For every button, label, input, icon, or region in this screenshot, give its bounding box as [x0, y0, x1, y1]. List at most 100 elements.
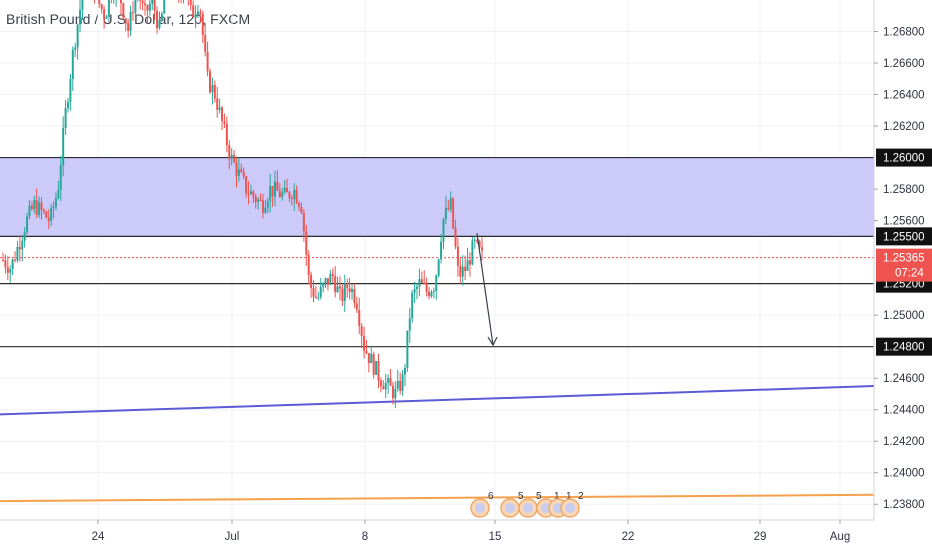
candle-body	[21, 240, 24, 250]
candle-body	[406, 330, 409, 368]
candle-body	[278, 190, 281, 198]
candle-body	[343, 283, 346, 302]
last-price-box	[876, 248, 932, 282]
y-tick-label: 1.24000	[883, 468, 925, 480]
price-label: 1.24800	[883, 342, 925, 354]
candle-body	[163, 0, 166, 14]
x-tick-label: 22	[622, 531, 635, 543]
candle-body	[139, 0, 142, 1]
candle-body	[338, 286, 341, 289]
candle-body	[425, 283, 428, 292]
orange-trendline[interactable]	[0, 493, 875, 503]
candle-body	[225, 123, 228, 146]
purple-trendline[interactable]	[0, 385, 875, 416]
candle-body	[204, 34, 207, 52]
candle-body	[192, 5, 195, 18]
candle-body	[310, 274, 313, 289]
y-tick-label: 1.26400	[883, 90, 925, 102]
candle-body	[103, 9, 106, 19]
arrow-line[interactable]	[476, 233, 494, 346]
candle-body	[418, 279, 421, 287]
candle-body	[331, 273, 334, 276]
candle-body	[329, 273, 332, 285]
price-axis: 1.26800 1.26600 1.26400 1.26200 1.25800 1.256…	[874, 27, 925, 511]
candle-body	[131, 12, 134, 14]
candle-body	[211, 85, 214, 93]
candle-body	[153, 0, 156, 11]
candle-body	[351, 288, 354, 293]
candle-body	[437, 259, 440, 276]
candle-body	[300, 206, 303, 213]
candle-body	[363, 335, 366, 351]
flag-icon	[565, 503, 575, 513]
candle-body	[40, 202, 43, 211]
candle-body	[257, 199, 260, 203]
candle-body	[346, 283, 349, 288]
candle-body	[408, 318, 411, 331]
candle-body	[447, 207, 450, 210]
x-tick-label: 8	[362, 531, 368, 543]
candle-body	[288, 192, 291, 199]
candle-body	[141, 0, 144, 4]
price-label-box	[876, 337, 932, 356]
candle-body	[442, 218, 445, 242]
candle-body	[119, 0, 122, 4]
candle-body	[298, 203, 301, 207]
candle-body	[459, 265, 462, 277]
flag-icon	[505, 503, 515, 513]
candle-body	[286, 187, 289, 193]
candle-body	[209, 71, 212, 93]
candle-body	[266, 201, 269, 208]
candle-body	[471, 240, 474, 265]
candle-body	[223, 121, 226, 124]
arrow-head	[487, 336, 498, 347]
candle-body	[341, 288, 344, 302]
candle-body	[237, 169, 240, 176]
candle-body	[473, 239, 476, 241]
last-price-label: 1.25365	[883, 253, 925, 265]
candle-body	[216, 98, 219, 110]
candle-body	[387, 377, 390, 383]
candle-body	[367, 353, 370, 363]
candle-body	[189, 0, 192, 6]
candle-body	[428, 291, 431, 297]
y-tick-label: 1.24400	[883, 405, 925, 417]
candle-body	[420, 279, 423, 283]
candle-body	[9, 268, 12, 273]
candle-body	[440, 241, 443, 260]
y-tick-label: 1.25000	[883, 310, 925, 322]
candle-body	[158, 19, 161, 28]
candle-body	[466, 260, 469, 271]
candle-body	[79, 9, 82, 25]
candle-body	[423, 282, 426, 284]
candle-body	[26, 216, 29, 233]
candle-body	[196, 11, 199, 15]
candle-body	[98, 0, 101, 5]
candle-body	[432, 290, 435, 292]
candle-body	[218, 107, 221, 110]
candle-body	[213, 85, 216, 99]
candle-body	[283, 187, 286, 193]
candle-body	[478, 241, 481, 248]
x-tick-label: 24	[92, 531, 105, 543]
candle-body	[228, 145, 231, 159]
candle-body	[146, 5, 149, 11]
event-count: 6	[488, 491, 494, 502]
candle-body	[411, 292, 414, 319]
candle-body	[416, 286, 419, 289]
candle-body	[100, 4, 103, 10]
candle-body	[242, 171, 245, 177]
candle-body	[59, 165, 62, 191]
candle-body	[281, 192, 284, 198]
candle-body	[52, 206, 55, 208]
candle-body	[375, 361, 378, 375]
candle-body	[468, 260, 471, 265]
candle-body	[358, 309, 361, 327]
candle-body	[240, 169, 243, 172]
candle-body	[430, 291, 433, 297]
candle-body	[194, 14, 197, 18]
time-axis: 24 Jul 8 15 22 29 Aug	[92, 520, 850, 543]
candle-body	[201, 13, 204, 35]
resistance-zone	[0, 157, 874, 237]
